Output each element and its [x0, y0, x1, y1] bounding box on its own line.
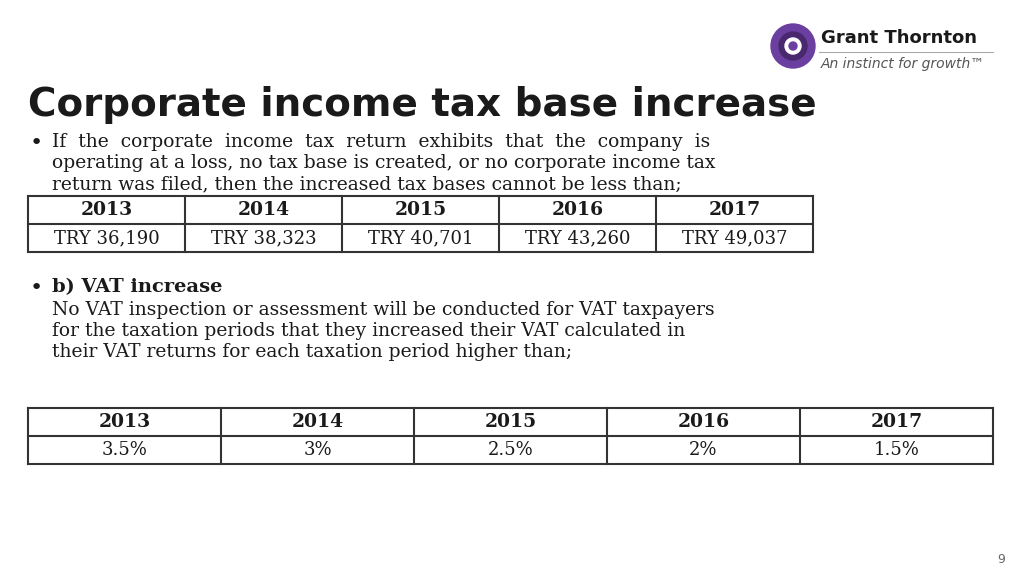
Text: 3%: 3% — [303, 441, 332, 459]
Text: TRY 38,323: TRY 38,323 — [211, 229, 316, 247]
Circle shape — [779, 32, 807, 60]
Text: 2014: 2014 — [238, 201, 290, 219]
Text: •: • — [30, 133, 43, 153]
Text: Grant Thornton: Grant Thornton — [821, 29, 977, 47]
Text: 1.5%: 1.5% — [873, 441, 920, 459]
Text: 2017: 2017 — [709, 201, 761, 219]
Circle shape — [785, 38, 801, 54]
Text: •: • — [30, 278, 43, 298]
Text: 2015: 2015 — [394, 201, 446, 219]
Text: 9: 9 — [997, 553, 1005, 566]
Text: 2.5%: 2.5% — [487, 441, 534, 459]
Text: 2015: 2015 — [484, 413, 537, 431]
Text: 2016: 2016 — [552, 201, 603, 219]
Text: return was filed, then the increased tax bases cannot be less than;: return was filed, then the increased tax… — [52, 175, 682, 193]
Text: TRY 49,037: TRY 49,037 — [682, 229, 787, 247]
Circle shape — [771, 24, 815, 68]
Text: 2017: 2017 — [870, 413, 923, 431]
Text: 3.5%: 3.5% — [101, 441, 147, 459]
Text: 2013: 2013 — [80, 201, 133, 219]
Text: 2016: 2016 — [678, 413, 729, 431]
Circle shape — [790, 42, 797, 50]
Text: 2013: 2013 — [98, 413, 151, 431]
Text: If  the  corporate  income  tax  return  exhibits  that  the  company  is: If the corporate income tax return exhib… — [52, 133, 711, 151]
Text: TRY 36,190: TRY 36,190 — [53, 229, 160, 247]
Text: TRY 43,260: TRY 43,260 — [524, 229, 630, 247]
Text: their VAT returns for each taxation period higher than;: their VAT returns for each taxation peri… — [52, 343, 572, 361]
Text: Corporate income tax base increase: Corporate income tax base increase — [28, 86, 816, 124]
Text: 2%: 2% — [689, 441, 718, 459]
Text: operating at a loss, no tax base is created, or no corporate income tax: operating at a loss, no tax base is crea… — [52, 154, 716, 172]
Text: for the taxation periods that they increased their VAT calculated in: for the taxation periods that they incre… — [52, 322, 685, 340]
Text: TRY 40,701: TRY 40,701 — [368, 229, 473, 247]
Text: No VAT inspection or assessment will be conducted for VAT taxpayers: No VAT inspection or assessment will be … — [52, 301, 715, 319]
Text: b) VAT increase: b) VAT increase — [52, 278, 222, 296]
Text: An instinct for growth™: An instinct for growth™ — [821, 57, 985, 71]
Text: 2014: 2014 — [292, 413, 344, 431]
